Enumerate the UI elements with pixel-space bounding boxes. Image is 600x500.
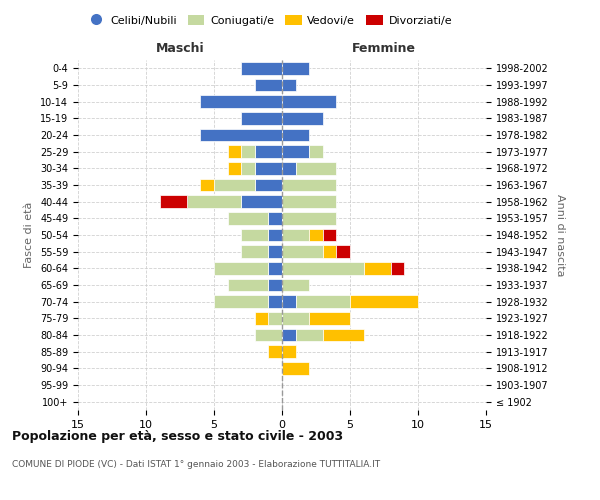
Bar [255, 179, 282, 192]
Bar [337, 246, 350, 258]
Bar [214, 296, 268, 308]
Bar [296, 162, 337, 174]
Bar [241, 112, 282, 124]
Bar [227, 146, 241, 158]
Bar [268, 246, 282, 258]
Text: Femmine: Femmine [352, 42, 416, 55]
Bar [282, 96, 337, 108]
Bar [282, 262, 364, 274]
Bar [282, 279, 309, 291]
Text: Popolazione per età, sesso e stato civile - 2003: Popolazione per età, sesso e stato civil… [12, 430, 343, 443]
Bar [323, 229, 337, 241]
Bar [282, 79, 296, 92]
Bar [187, 196, 241, 208]
Bar [350, 296, 418, 308]
Bar [255, 146, 282, 158]
Bar [323, 329, 364, 341]
Bar [268, 346, 282, 358]
Y-axis label: Fasce di età: Fasce di età [25, 202, 34, 268]
Bar [255, 329, 282, 341]
Bar [255, 79, 282, 92]
Bar [309, 312, 350, 324]
Bar [227, 162, 241, 174]
Bar [282, 146, 309, 158]
Bar [282, 62, 309, 74]
Bar [282, 229, 309, 241]
Bar [364, 262, 391, 274]
Legend: Celibi/Nubili, Coniugati/e, Vedovi/e, Divorziati/e: Celibi/Nubili, Coniugati/e, Vedovi/e, Di… [83, 10, 457, 30]
Bar [200, 129, 282, 141]
Text: Maschi: Maschi [155, 42, 205, 55]
Bar [282, 212, 337, 224]
Bar [200, 179, 214, 192]
Bar [282, 179, 337, 192]
Bar [282, 362, 309, 374]
Bar [214, 179, 255, 192]
Bar [241, 146, 255, 158]
Bar [227, 279, 268, 291]
Bar [282, 112, 323, 124]
Bar [214, 262, 268, 274]
Bar [282, 246, 323, 258]
Bar [268, 229, 282, 241]
Bar [241, 196, 282, 208]
Bar [241, 162, 255, 174]
Bar [391, 262, 404, 274]
Bar [200, 96, 282, 108]
Bar [241, 229, 268, 241]
Text: COMUNE DI PIODE (VC) - Dati ISTAT 1° gennaio 2003 - Elaborazione TUTTITALIA.IT: COMUNE DI PIODE (VC) - Dati ISTAT 1° gen… [12, 460, 380, 469]
Bar [268, 262, 282, 274]
Bar [255, 162, 282, 174]
Bar [282, 329, 296, 341]
Bar [160, 196, 187, 208]
Bar [255, 312, 268, 324]
Bar [241, 246, 268, 258]
Bar [323, 246, 337, 258]
Bar [282, 196, 337, 208]
Bar [282, 162, 296, 174]
Bar [268, 212, 282, 224]
Y-axis label: Anni di nascita: Anni di nascita [555, 194, 565, 276]
Bar [282, 296, 296, 308]
Bar [282, 129, 309, 141]
Bar [282, 346, 296, 358]
Bar [268, 312, 282, 324]
Bar [309, 229, 323, 241]
Bar [309, 146, 323, 158]
Bar [227, 212, 268, 224]
Bar [296, 296, 350, 308]
Bar [268, 279, 282, 291]
Bar [296, 329, 323, 341]
Bar [268, 296, 282, 308]
Bar [241, 62, 282, 74]
Bar [282, 312, 309, 324]
